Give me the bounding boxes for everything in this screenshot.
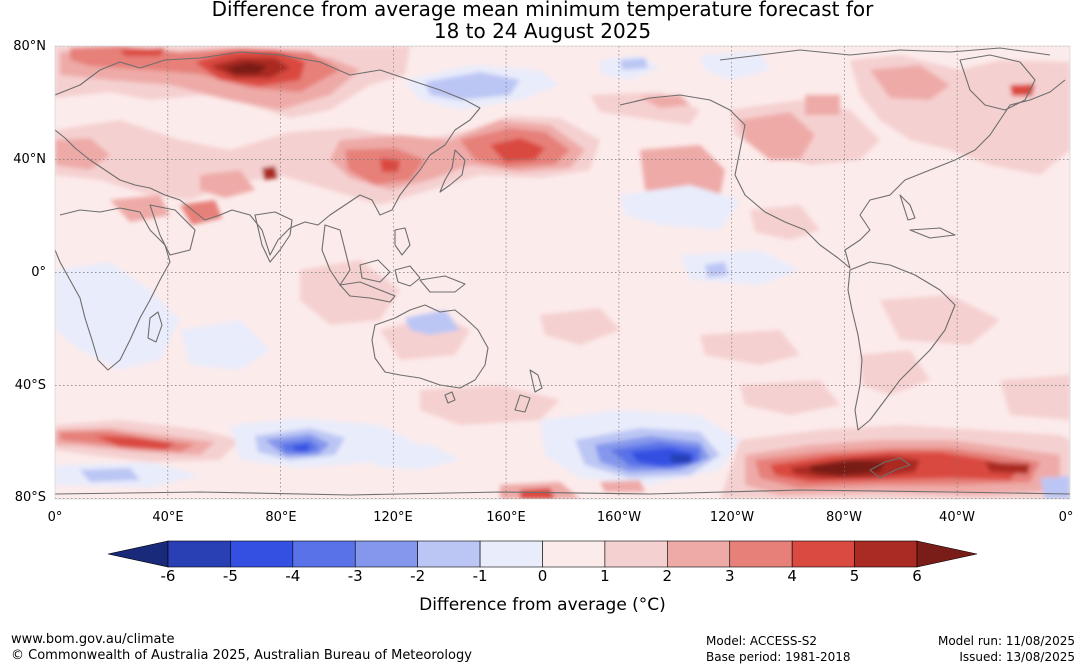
anomaly-field bbox=[55, 46, 1070, 499]
footer-issued: Issued: 13/08/2025 bbox=[959, 650, 1075, 664]
lon-label-0-east: 0° bbox=[1058, 510, 1074, 525]
lat-label-80n: 80°N bbox=[13, 39, 46, 54]
colorbar-segment bbox=[417, 540, 481, 568]
lon-label-120e: 120°E bbox=[373, 510, 413, 525]
colorbar-extend-low bbox=[107, 540, 169, 568]
colorbar-tick-label: -1 bbox=[472, 567, 488, 585]
colorbar-extend-high bbox=[916, 540, 978, 568]
chart-subtitle: 18 to 24 August 2025 bbox=[433, 19, 652, 43]
colorbar-tick-label: 4 bbox=[787, 567, 797, 585]
lon-label-160e: 160°E bbox=[486, 510, 526, 525]
colorbar-label: Difference from average (°C) bbox=[419, 595, 666, 615]
colorbar-segment bbox=[791, 540, 855, 568]
lon-label-160w: 160°W bbox=[596, 510, 642, 525]
footer-model-run: Model run: 11/08/2025 bbox=[937, 634, 1075, 648]
colorbar-tick-label: 1 bbox=[600, 567, 610, 585]
graticule bbox=[55, 46, 1070, 499]
colorbar-segment bbox=[292, 540, 356, 568]
map-frame bbox=[54, 45, 1071, 500]
forecast-map bbox=[54, 45, 1071, 500]
footer-model: Model: ACCESS-S2 bbox=[706, 634, 818, 648]
colorbar-tick-label: -4 bbox=[285, 567, 301, 585]
lat-label-40n: 40°N bbox=[13, 152, 46, 167]
lon-label-40w: 40°W bbox=[939, 510, 975, 525]
lon-label-80e: 80°E bbox=[265, 510, 297, 525]
colorbar-tick-label: 5 bbox=[849, 567, 860, 585]
lat-label-40s: 40°S bbox=[14, 378, 46, 393]
colorbar-segment bbox=[479, 540, 543, 568]
colorbar-tick-label: 3 bbox=[724, 567, 735, 585]
footer-copyright: © Commonwealth of Australia 2025, Austra… bbox=[11, 648, 472, 663]
colorbar-tick-label: 0 bbox=[537, 567, 548, 585]
colorbar-segment bbox=[542, 540, 606, 568]
lon-label-120w: 120°W bbox=[709, 510, 755, 525]
colorbar-segment bbox=[167, 540, 231, 568]
colorbar-segment bbox=[729, 540, 793, 568]
lon-label-80w: 80°W bbox=[826, 510, 862, 525]
colorbar-segment bbox=[230, 540, 294, 568]
colorbar-segment bbox=[604, 540, 668, 568]
colorbar-segment bbox=[354, 540, 418, 568]
colorbar-tick-label: -5 bbox=[222, 567, 238, 585]
land-outlines bbox=[55, 47, 1070, 496]
colorbar-tick-label: -2 bbox=[410, 567, 426, 585]
lon-label-40e: 40°E bbox=[152, 510, 184, 525]
colorbar-tick-label: -3 bbox=[347, 567, 363, 585]
colorbar-tick-label: -6 bbox=[160, 567, 176, 585]
footer-base-period: Base period: 1981-2018 bbox=[706, 650, 851, 664]
colorbar-tick-label: 6 bbox=[912, 567, 922, 585]
lat-label-0: 0° bbox=[31, 265, 46, 280]
lat-label-80s: 80°S bbox=[14, 490, 46, 505]
colorbar-segment bbox=[667, 540, 731, 568]
lon-label-0-west: 0° bbox=[47, 510, 63, 525]
colorbar-tick-label: 2 bbox=[662, 567, 673, 585]
chart-title: Difference from average mean minimum tem… bbox=[211, 0, 874, 21]
colorbar-segment bbox=[854, 540, 918, 568]
footer-url: www.bom.gov.au/climate bbox=[11, 632, 175, 647]
